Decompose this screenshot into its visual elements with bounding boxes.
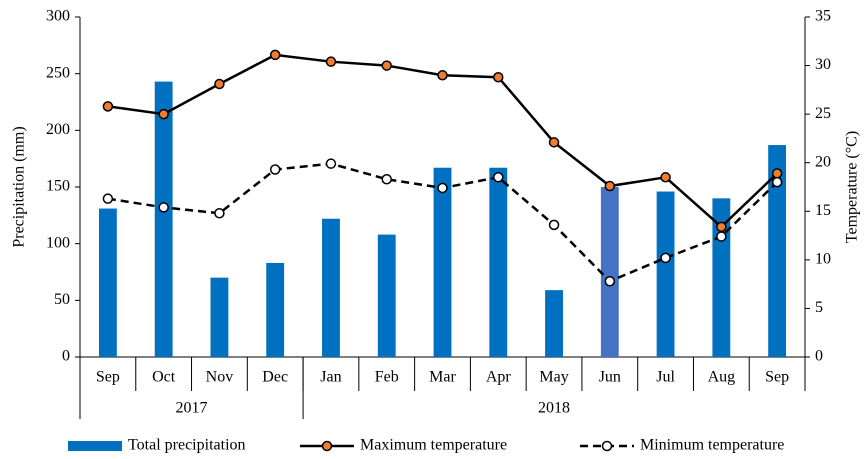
y2-tick-label: 5 — [815, 299, 823, 316]
marker — [325, 158, 337, 169]
marker — [381, 173, 392, 185]
marker — [493, 172, 504, 183]
marker — [214, 207, 225, 219]
y-tick-label: 250 — [46, 64, 70, 81]
y-tick-label: 50 — [54, 291, 70, 308]
marker — [604, 180, 616, 192]
bar — [98, 208, 117, 357]
bar — [377, 234, 396, 357]
bar — [489, 167, 508, 357]
y2-tick-label: 35 — [815, 8, 831, 25]
marker — [158, 202, 169, 213]
x-tick-label: Jan — [320, 369, 341, 386]
marker — [102, 193, 114, 204]
marker — [269, 49, 281, 61]
x-tick-label: Apr — [486, 369, 512, 386]
x-tick-label: Sep — [765, 369, 789, 386]
x-tick-label: Aug — [708, 369, 736, 386]
group-label: 2018 — [538, 400, 570, 417]
bar — [656, 191, 675, 357]
y2-tick-label: 25 — [815, 105, 831, 122]
marker — [381, 60, 392, 71]
y-tick-label: 300 — [46, 8, 70, 25]
marker — [771, 176, 783, 188]
y2-tick-label: 20 — [815, 153, 831, 170]
marker — [214, 78, 225, 90]
marker — [548, 219, 560, 231]
bar — [154, 81, 173, 357]
bar — [322, 218, 340, 357]
x-tick-label: Mar — [429, 369, 456, 386]
marker — [437, 70, 448, 81]
y2-tick-label: 15 — [815, 202, 831, 219]
y-tick-label: 100 — [46, 234, 70, 251]
legend-label: Total precipitation — [128, 437, 246, 454]
marker — [325, 56, 337, 67]
legend-marker — [601, 440, 613, 452]
marker — [269, 164, 281, 175]
bar — [266, 262, 285, 357]
bar — [433, 167, 452, 357]
x-tick-label: Feb — [375, 369, 399, 386]
y2-tick-label: 30 — [815, 56, 831, 73]
y2-tick-label: 0 — [815, 348, 823, 365]
legend-label: Maximum temperature — [360, 437, 507, 454]
x-tick-label: May — [539, 369, 568, 386]
bar — [600, 187, 619, 357]
y-tick-label: 150 — [46, 178, 70, 195]
marker — [102, 101, 114, 112]
legend-label: Minimum temperature — [640, 437, 784, 454]
legend-swatch — [68, 441, 122, 451]
marker — [660, 252, 671, 264]
y-tick-label: 200 — [46, 121, 70, 138]
marker — [158, 108, 169, 120]
x-tick-label: Nov — [206, 369, 234, 386]
bar — [210, 277, 229, 357]
marker — [548, 137, 560, 148]
marker — [716, 221, 727, 233]
y2-axis-label: Temperature (°C) — [844, 131, 861, 243]
bar — [768, 145, 787, 357]
marker — [771, 168, 783, 179]
x-tick-label: Oct — [152, 369, 176, 386]
marker — [660, 172, 671, 183]
marker — [493, 71, 504, 83]
y2-tick-label: 10 — [815, 251, 831, 268]
x-tick-label: Jun — [599, 369, 621, 386]
y-tick-label: 0 — [62, 348, 70, 365]
group-label: 2017 — [176, 400, 208, 417]
bar — [545, 290, 563, 357]
marker — [716, 231, 727, 242]
x-tick-label: Sep — [96, 369, 120, 386]
marker — [604, 275, 616, 287]
marker — [437, 182, 448, 194]
x-tick-label: Jul — [656, 369, 675, 386]
legend-marker — [321, 440, 333, 452]
y-axis-label: Precipitation (mm) — [11, 126, 28, 247]
x-tick-label: Dec — [262, 369, 288, 386]
